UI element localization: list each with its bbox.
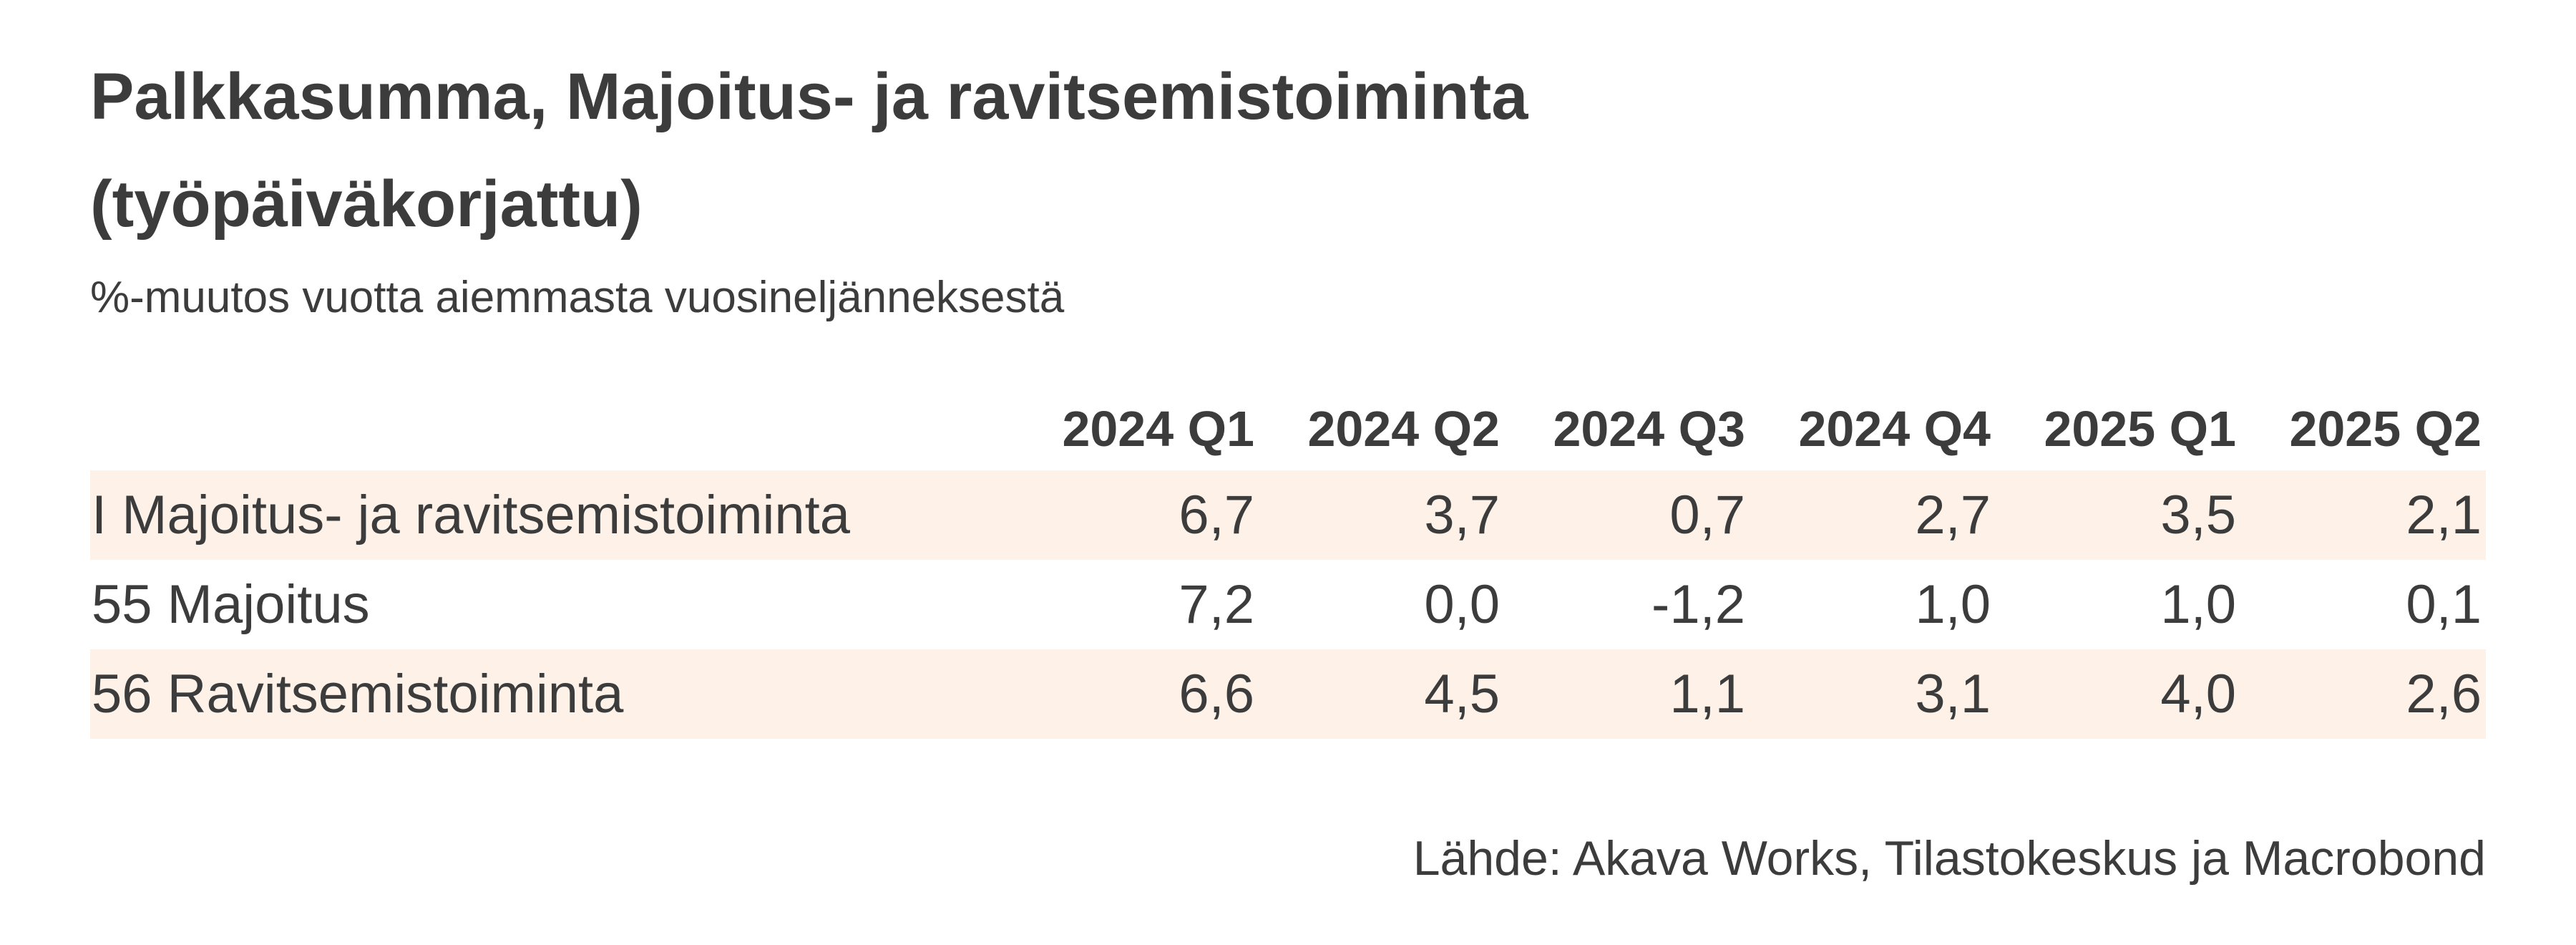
table-row: I Majoitus- ja ravitsemistoiminta 6,7 3,7 0… [90,470,2486,560]
cell: 3,1 [1750,649,1995,739]
cell: 3,5 [1995,470,2240,560]
cell: 6,7 [1013,470,1259,560]
row-label: 56 Ravitsemistoiminta [90,649,1013,739]
cell: 3,7 [1259,470,1504,560]
cell: 0,7 [1504,470,1750,560]
cell: 2,6 [2240,649,2486,739]
cell: 2,1 [2240,470,2486,560]
cell: 6,6 [1013,649,1259,739]
column-header: 2024 Q2 [1307,400,1500,457]
table-row: 56 Ravitsemistoiminta 6,6 4,5 1,1 3,1 4,0 2,6 [90,649,2486,739]
title: Palkkasumma, Majoitus- ja ravitsemistoim… [90,60,1528,241]
cell: 1,0 [1915,574,1991,635]
cell: 2,7 [1750,470,1995,560]
table-body: I Majoitus- ja ravitsemistoiminta 6,7 3,7 0… [90,470,2486,739]
cell: 4,5 [1259,649,1504,739]
column-header: 2024 Q3 [1553,400,1745,457]
cell: -1,2 [1652,574,1745,635]
cell: 0,1 [2406,574,2482,635]
corner [90,387,1013,470]
row-label: I Majoitus- ja ravitsemistoiminta [90,470,1013,560]
data-table: 2024 Q1 2024 Q2 2024 Q3 2024 Q4 2025 Q1 2025 … [90,387,2486,739]
cell: 4,0 [1995,649,2240,739]
table-row: 55 Majoitus 7,2 0,0 -1,2 1,0 1,0 0,1 [90,560,2486,649]
row-label: 55 Majoitus [92,574,370,635]
column-header: 2025 Q1 [2044,400,2236,457]
cell: 1,1 [1504,649,1750,739]
column-header: 2024 Q4 [1798,400,1991,457]
header-row: 2024 Q1 2024 Q2 2024 Q3 2024 Q4 2025 Q1 2025 … [90,387,2486,470]
subtitle: %-muutos vuotta aiemmasta vuosineljännek… [90,273,1065,322]
column-header: 2025 Q2 [2289,400,2482,457]
cell: 1,0 [2160,574,2236,635]
cell: 7,2 [1179,574,1254,635]
source: Lähde: Akava Works, Tilastokeskus ja Mac… [1413,831,2486,886]
cell: 0,0 [1424,574,1500,635]
column-header: 2024 Q1 [1062,400,1254,457]
